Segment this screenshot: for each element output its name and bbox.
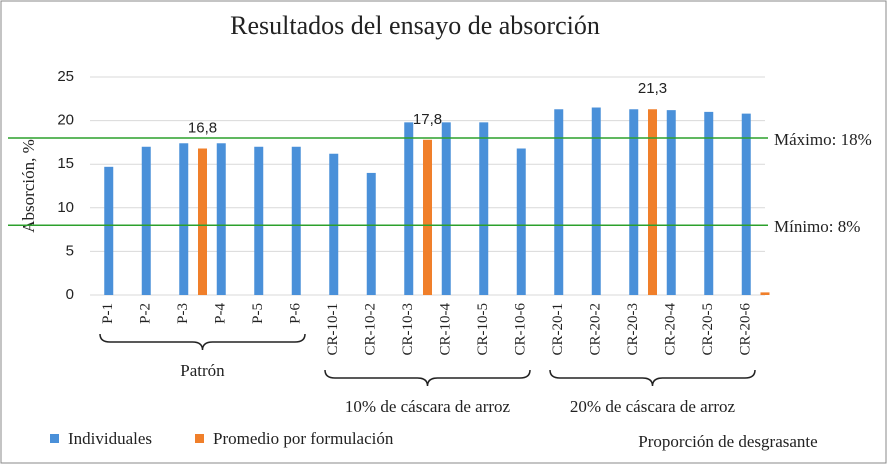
reference-label: Máximo: 18% <box>774 130 872 149</box>
bar <box>479 122 489 296</box>
group-brace <box>324 369 531 387</box>
group-label: 20% de cáscara de arroz <box>570 397 736 416</box>
group-brace <box>549 369 756 387</box>
bar <box>198 148 207 295</box>
x-axis-label: Proporción de desgrasante <box>638 432 817 451</box>
bar <box>254 146 264 295</box>
bar <box>741 113 751 296</box>
legend-label: Promedio por formulación <box>213 429 394 448</box>
bar <box>760 292 770 295</box>
x-tick-label: CR-20-4 <box>663 303 679 356</box>
y-tick-label: 25 <box>57 68 74 85</box>
bar <box>648 109 657 295</box>
x-tick-label: CR-20-6 <box>738 303 754 356</box>
reference-label: Mínimo: 8% <box>774 217 860 236</box>
bar <box>554 109 564 295</box>
bar <box>179 143 189 295</box>
x-tick-label: CR-20-5 <box>700 303 716 356</box>
x-tick-label: CR-10-3 <box>400 303 416 356</box>
x-tick-label: CR-10-5 <box>475 303 491 356</box>
legend-swatch <box>50 434 59 443</box>
bar <box>104 166 114 295</box>
data-label: 17,8 <box>413 111 442 128</box>
bar <box>216 143 226 295</box>
bar <box>441 122 451 296</box>
x-tick-label: CR-10-6 <box>513 303 529 356</box>
y-tick-label: 0 <box>66 286 74 303</box>
bar <box>366 172 376 295</box>
bar <box>666 110 676 295</box>
x-tick-label: CR-20-3 <box>625 303 641 356</box>
data-label: 16,8 <box>188 119 217 136</box>
chart-title: Resultados del ensayo de absorción <box>230 11 600 40</box>
y-tick-label: 5 <box>66 242 74 259</box>
x-tick-label: CR-10-4 <box>438 303 454 356</box>
legend-label: Individuales <box>68 429 152 448</box>
bar <box>591 107 601 296</box>
y-tick-label: 10 <box>57 199 74 216</box>
group-brace <box>99 333 306 351</box>
y-tick-label: 20 <box>57 112 74 129</box>
x-tick-label: P-1 <box>100 303 116 324</box>
x-tick-label: P-4 <box>213 303 229 324</box>
bar <box>329 153 339 295</box>
x-tick-label: CR-10-2 <box>363 303 379 356</box>
bar <box>704 111 714 295</box>
x-tick-label: P-6 <box>288 303 304 324</box>
y-tick-label: 15 <box>57 155 74 172</box>
x-tick-label: CR-10-1 <box>325 303 341 356</box>
bar <box>291 146 301 295</box>
bar <box>404 122 414 296</box>
x-tick-label: CR-20-2 <box>588 303 604 356</box>
legend-swatch <box>195 434 204 443</box>
data-label: 21,3 <box>638 80 667 97</box>
x-tick-label: P-5 <box>250 303 266 324</box>
x-tick-label: CR-20-1 <box>550 303 566 356</box>
y-axis-label: Absorción, % <box>19 139 38 232</box>
bar <box>141 146 151 295</box>
x-tick-label: P-2 <box>138 303 154 324</box>
group-label: 10% de cáscara de arroz <box>345 397 511 416</box>
bar <box>516 148 526 295</box>
x-tick-label: P-3 <box>175 303 191 324</box>
bar <box>423 139 432 295</box>
bar <box>629 109 639 295</box>
group-label: Patrón <box>180 361 225 380</box>
